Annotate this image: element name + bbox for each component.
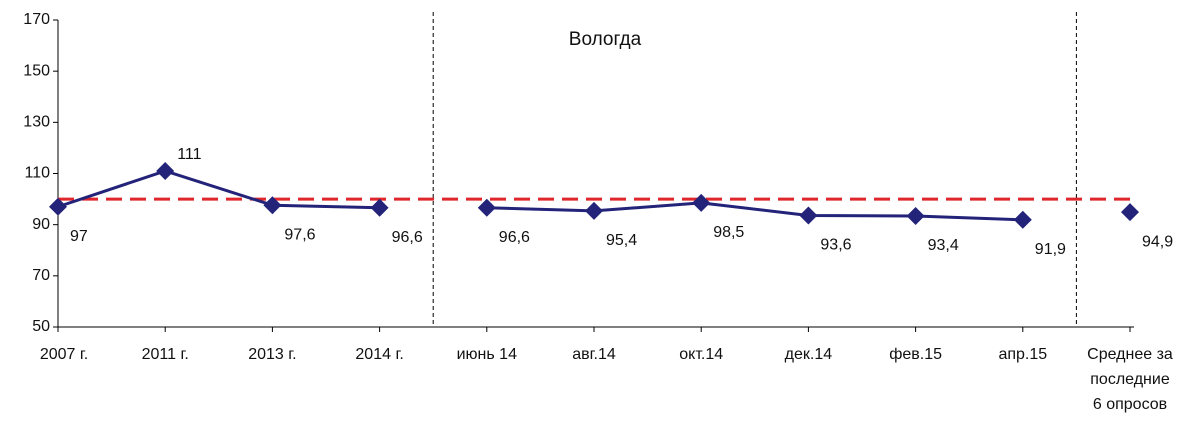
x-tick-label: июнь 14	[457, 346, 517, 363]
marker	[263, 196, 282, 215]
y-tick-label: 50	[32, 318, 50, 335]
x-tick-label: окт.14	[679, 346, 723, 363]
data-label: 91,9	[1035, 241, 1066, 258]
data-label: 111	[177, 146, 201, 163]
x-tick-label: 2007 г.	[40, 346, 88, 363]
series-line	[486, 201, 1023, 222]
y-tick-label: 170	[23, 11, 50, 28]
data-label: 96,6	[499, 229, 530, 246]
data-label: 97,6	[284, 226, 315, 243]
marker	[585, 201, 603, 220]
x-tick-label: Среднее за последние 6 опросов	[1087, 346, 1173, 413]
x-tick-label: авг.14	[572, 346, 616, 363]
x-tick-label: фев.15	[889, 346, 942, 363]
data-label: 96,6	[392, 229, 423, 246]
series-line	[57, 169, 380, 210]
data-label: 93,6	[820, 237, 851, 254]
y-tick-label: 70	[32, 267, 50, 284]
chart-title: Вологда	[569, 29, 642, 50]
marker	[692, 193, 711, 212]
data-label: 97	[70, 228, 88, 245]
marker	[1121, 203, 1139, 222]
marker	[49, 197, 67, 216]
marker	[370, 198, 389, 217]
x-tick-label: 2011 г.	[142, 346, 189, 363]
marker	[1013, 210, 1032, 229]
y-tick-label: 110	[24, 165, 50, 182]
y-tick-label: 90	[32, 216, 50, 233]
x-tick-label: дек.14	[785, 346, 833, 363]
marker	[477, 198, 496, 217]
marker	[799, 206, 818, 225]
data-label: 93,4	[928, 237, 959, 254]
x-tick-label: апр.15	[998, 346, 1047, 363]
data-label: 95,4	[606, 232, 637, 249]
data-label: 98,5	[713, 224, 744, 241]
x-tick-label: 2014 г.	[355, 346, 403, 363]
x-tick-label: 2013 г.	[248, 346, 296, 363]
data-label: 94,9	[1142, 233, 1173, 250]
y-tick-label: 130	[23, 114, 50, 131]
y-tick-label: 150	[23, 62, 50, 79]
marker	[906, 206, 925, 225]
marker	[156, 161, 175, 180]
